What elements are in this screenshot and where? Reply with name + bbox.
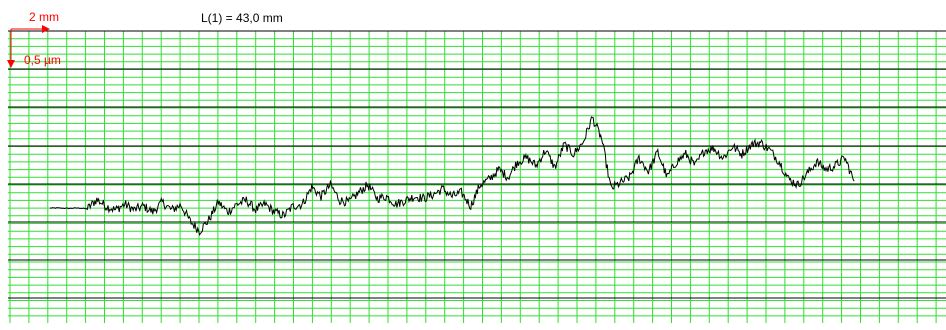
x-scale-label: 2 mm bbox=[29, 10, 59, 24]
profile-line bbox=[49, 116, 855, 237]
y-scale-label: 0,5 µm bbox=[24, 53, 61, 67]
scale-bar: 2 mm 0,5 µm bbox=[7, 10, 61, 68]
major-grid bbox=[8, 30, 946, 299]
profile-length-title: L(1) = 43,0 mm bbox=[201, 11, 283, 25]
y-scale-arrowhead bbox=[7, 60, 15, 68]
x-scale-arrowhead bbox=[42, 25, 50, 33]
